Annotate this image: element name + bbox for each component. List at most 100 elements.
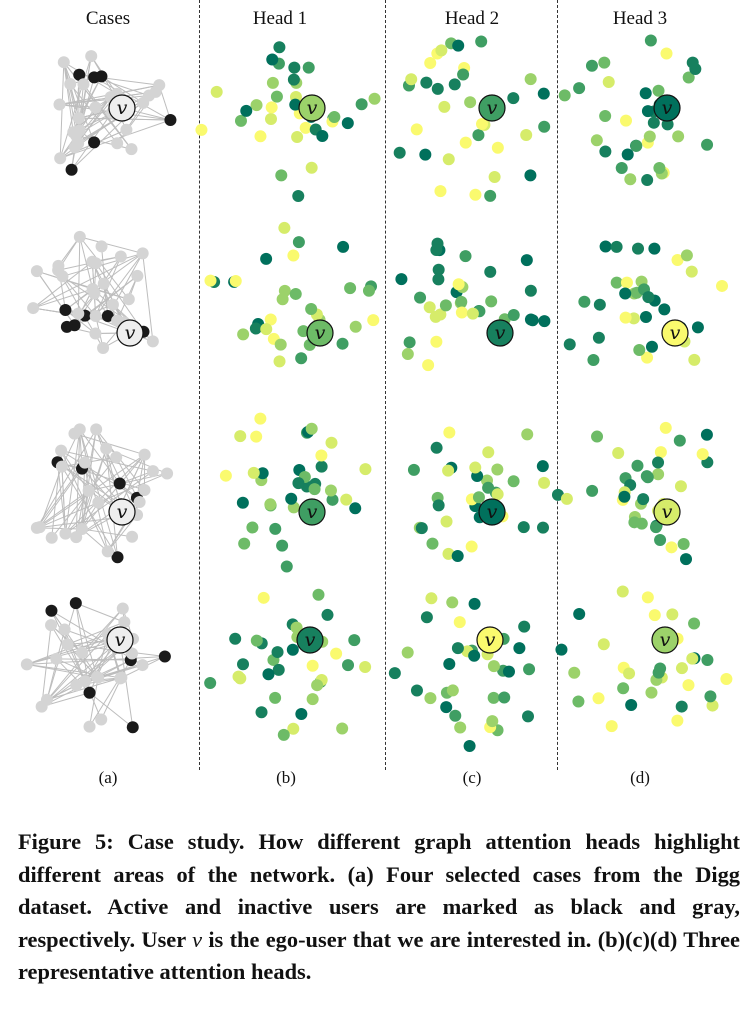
attention-node [524,284,537,297]
attention-node [654,662,667,675]
ego-user-node: v [478,94,506,122]
attention-node [455,295,468,308]
attention-node [568,666,581,679]
active-user-node [158,650,171,663]
attention-node [236,496,249,509]
attention-node [341,117,354,130]
inactive-user-node [120,123,133,136]
attention-node [273,41,286,54]
divider-2 [385,0,386,770]
attention-node [315,460,328,473]
column-header-head-2: Head 2 [444,8,500,29]
attention-node [424,692,437,705]
attention-node [671,254,684,267]
attention-node [446,684,459,697]
attention-node [675,700,688,713]
inactive-user-node [77,78,90,91]
attention-node [647,116,660,129]
attention-node [625,699,638,712]
attention-node [278,221,291,234]
inactive-user-node [136,659,149,672]
attention-node [287,249,300,262]
attention-node [486,715,499,728]
ego-user-node: v [108,94,136,122]
attention-node [451,642,464,655]
attention-node [305,161,318,174]
attention-node [701,138,714,151]
attention-node [359,661,372,674]
ego-user-label: v [660,629,671,651]
attention-node [439,299,452,312]
attention-node [367,314,380,327]
attention-node [321,608,334,621]
attention-node [469,188,482,201]
active-user-node [45,604,58,617]
attention-node [632,242,645,255]
attention-node [464,96,477,109]
ego-user-label: v [487,97,498,119]
attention-node [305,302,318,315]
active-user-node [111,551,124,564]
attention-node [240,104,253,117]
attention-node [305,422,318,435]
attention-node [299,121,312,134]
attention-node [658,303,671,316]
attention-node [289,287,302,300]
attention-node [271,646,284,659]
attention-node [289,98,302,111]
attention-node [507,309,520,322]
attention-node [648,609,661,622]
attention-node [359,463,372,476]
attention-node [451,549,464,562]
attention-node [523,663,536,676]
attention-node [524,169,537,182]
attention-node [645,340,658,353]
attention-node [276,539,289,552]
attention-node [592,331,605,344]
attention-node [287,722,300,735]
attention-node [210,85,223,98]
attention-node [287,73,300,86]
attention-node [648,242,661,255]
attention-node [288,61,301,74]
attention-node [654,446,667,459]
attention-node [616,585,629,598]
active-user-node [83,686,96,699]
ego-user-label: v [125,322,136,344]
attention-node [599,145,612,158]
attention-node [522,710,535,723]
inactive-user-node [89,101,102,114]
attention-node [443,658,456,671]
active-user-node [101,309,114,322]
attention-node [688,353,701,366]
attention-node [355,98,368,111]
attention-node [468,649,481,662]
inactive-user-node [85,50,98,63]
ego-user-node: v [653,94,681,122]
attention-node [520,254,533,267]
attention-node [264,313,277,326]
attention-node [278,284,291,297]
attention-node [405,73,418,86]
attention-node [340,493,353,506]
attention-node [463,740,476,753]
inactive-user-node [114,250,127,263]
attention-node [551,488,564,501]
attention-node [425,592,438,605]
attention-node [260,252,273,265]
attention-node [587,353,600,366]
attention-node [585,59,598,72]
attention-node [336,337,349,350]
attention-node [641,174,654,187]
attention-node [491,141,504,154]
attention-node [238,537,251,550]
ego-user-label: v [662,97,673,119]
inactive-user-node [101,545,114,558]
attention-node [644,34,657,47]
attention-node [229,632,242,645]
attention-node [432,499,445,512]
inactive-user-node [53,98,66,111]
attention-node [430,244,443,257]
attention-node [440,701,453,714]
attention-node [619,311,632,324]
